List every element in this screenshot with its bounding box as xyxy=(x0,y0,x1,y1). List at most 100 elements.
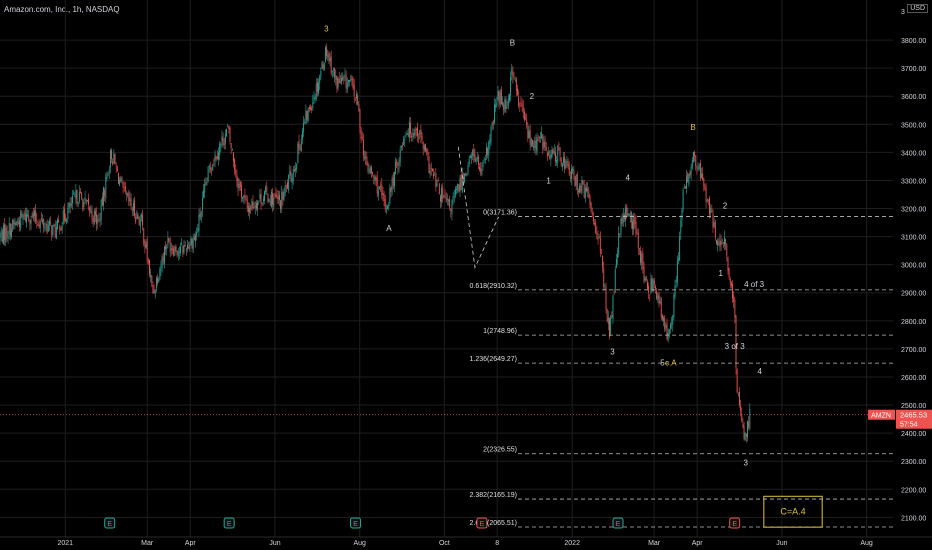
candle-body xyxy=(546,152,548,157)
candle-body xyxy=(656,290,658,299)
candle-body xyxy=(697,168,699,169)
candle-body xyxy=(152,284,154,293)
candle-body xyxy=(441,188,443,202)
candle-body xyxy=(328,52,330,61)
last-price-label: 2465.53 xyxy=(900,411,927,420)
candle-body xyxy=(352,79,354,88)
candle-body xyxy=(354,97,356,99)
countdown-label: 57:54 xyxy=(900,422,918,429)
candle-body xyxy=(115,166,117,168)
ticker-tag xyxy=(868,409,895,420)
candle-body xyxy=(420,129,422,137)
candle-body xyxy=(72,196,73,204)
candle-body xyxy=(153,291,155,292)
candle-body xyxy=(650,278,652,294)
candle-body xyxy=(250,206,252,210)
x-tick-label: 8 xyxy=(495,540,499,547)
candle-body xyxy=(399,149,401,162)
candle-body xyxy=(306,110,308,120)
candle-body xyxy=(617,253,618,258)
candle-body xyxy=(318,82,319,94)
candle-body xyxy=(95,211,96,216)
candle-body xyxy=(575,175,577,186)
candle-body xyxy=(434,174,436,176)
candle-body xyxy=(334,68,336,78)
candle-body xyxy=(492,122,494,124)
candle-body xyxy=(510,77,512,96)
annotation-box xyxy=(763,495,823,528)
candle-body xyxy=(20,212,22,229)
candle-body xyxy=(296,163,298,170)
candle-body xyxy=(230,143,232,149)
candle-body xyxy=(637,232,639,248)
candle-body xyxy=(496,101,498,107)
candle-body xyxy=(690,166,692,175)
candle-body xyxy=(702,173,704,180)
candle-body xyxy=(395,161,397,175)
candle-body xyxy=(534,141,536,148)
candle-body xyxy=(12,220,14,229)
candle-body xyxy=(459,177,461,192)
candle-body xyxy=(331,71,333,72)
candle-body xyxy=(195,235,196,242)
candle-body xyxy=(454,188,456,196)
candle-body xyxy=(706,199,708,202)
x-tick-label: Apr xyxy=(185,540,197,547)
candle-body xyxy=(509,94,510,101)
candle-body xyxy=(226,128,227,136)
fib-level-label: 2.618(2065.51) xyxy=(470,520,517,527)
wave-label: 2 xyxy=(723,202,728,211)
candle-body xyxy=(642,252,644,269)
fib-level-label: 2(2326.55) xyxy=(483,447,517,454)
candle-body xyxy=(57,219,58,230)
candle-body xyxy=(223,143,225,146)
candle-body xyxy=(341,77,342,83)
candle-body xyxy=(235,170,237,174)
candle-body xyxy=(170,248,172,250)
candle-body xyxy=(305,110,307,124)
candle-body xyxy=(293,169,295,172)
candle-body xyxy=(426,149,428,152)
wave-label: A xyxy=(386,224,392,233)
y-tick-label: 3200.00 xyxy=(901,207,926,214)
candle-body xyxy=(634,216,636,225)
candle-body xyxy=(53,224,55,226)
candle-body xyxy=(253,206,255,208)
wave-label: 5 xyxy=(660,359,665,368)
currency-button[interactable]: USD xyxy=(907,4,928,13)
y-tick-label: 3 xyxy=(901,9,905,16)
candle-body xyxy=(385,210,387,212)
candle-body xyxy=(659,301,661,304)
candle-body xyxy=(377,190,379,196)
candle-body xyxy=(624,214,625,220)
candle-body xyxy=(198,214,200,231)
candle-body xyxy=(489,139,491,144)
candle-body xyxy=(270,191,272,208)
candle-body xyxy=(279,194,280,201)
candle-body xyxy=(120,178,122,182)
candle-body xyxy=(701,173,702,178)
candle-body xyxy=(206,182,208,183)
last-price-tag xyxy=(896,409,932,429)
wave-label: 3 xyxy=(324,25,329,34)
candle-body xyxy=(479,166,480,170)
candle-body xyxy=(719,240,721,247)
candle-body xyxy=(316,82,318,92)
candle-body xyxy=(519,104,521,106)
candle-body xyxy=(142,214,144,226)
candle-body xyxy=(304,122,306,124)
candle-body xyxy=(584,187,586,198)
candle-body xyxy=(741,413,743,422)
wave-label: 1 xyxy=(546,176,551,185)
candle-body xyxy=(180,246,181,254)
candle-body xyxy=(112,161,114,165)
candle-body xyxy=(740,405,742,411)
y-tick-label: 3600.00 xyxy=(901,94,926,101)
candle-body xyxy=(5,227,7,243)
candle-body xyxy=(430,167,432,169)
candle-body xyxy=(460,175,462,190)
candle-body xyxy=(511,68,513,75)
candle-body xyxy=(413,133,415,136)
candle-body xyxy=(288,174,290,191)
